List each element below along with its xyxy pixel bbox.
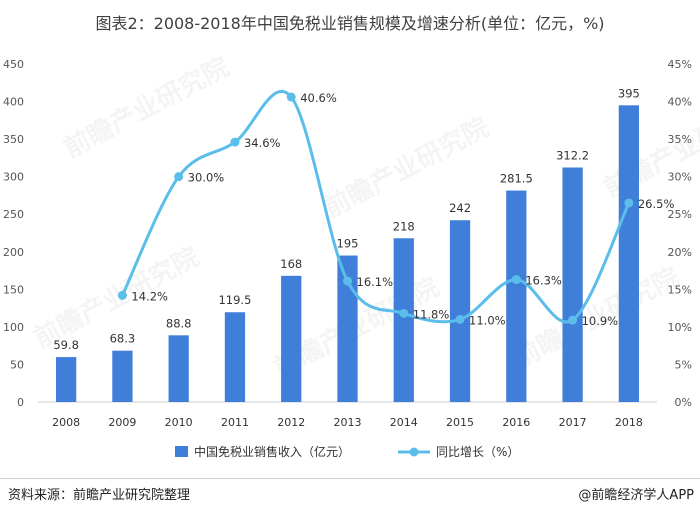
- bar: [393, 238, 414, 402]
- bar-value-label: 218: [393, 219, 415, 233]
- x-tick-label: 2016: [502, 416, 530, 429]
- x-tick-label: 2010: [165, 416, 193, 429]
- x-tick-label: 2014: [390, 416, 418, 429]
- x-tick-label: 2011: [221, 416, 249, 429]
- growth-point: [117, 290, 127, 300]
- watermark-text: 前瞻产业研究院: [59, 51, 234, 164]
- footer-divider: [0, 478, 700, 479]
- bar-value-label: 119.5: [218, 293, 251, 307]
- x-tick-label: 2009: [108, 416, 136, 429]
- bar: [562, 167, 583, 402]
- growth-value-label: 14.2%: [131, 289, 168, 303]
- x-tick-label: 2018: [615, 416, 643, 429]
- source-note: 资料来源：前瞻产业研究院整理: [8, 488, 191, 503]
- legend-swatch-bar: [175, 446, 188, 457]
- y-right-tick-label: 15%: [668, 283, 692, 296]
- bar: [112, 350, 133, 402]
- growth-point: [568, 315, 578, 325]
- chart-title: 图表2：2008-2018年中国免税业销售规模及增速分析(单位：亿元，%): [95, 14, 605, 33]
- bar: [224, 312, 246, 402]
- growth-value-label: 40.6%: [300, 91, 337, 105]
- growth-point: [174, 172, 184, 182]
- y-left-tick-label: 450: [3, 58, 24, 71]
- growth-value-label: 26.5%: [638, 197, 675, 211]
- x-tick-label: 2012: [277, 416, 305, 429]
- brand-text: @前瞻经济学人APP: [578, 488, 694, 503]
- bar: [168, 335, 189, 402]
- y-right-tick-label: 5%: [675, 358, 692, 371]
- y-right-tick-label: 20%: [668, 246, 692, 259]
- growth-line: [121, 89, 631, 324]
- y-right-tick-label: 0%: [675, 396, 692, 409]
- y-right-tick-label: 25%: [668, 208, 692, 221]
- y-left-tick-label: 150: [3, 283, 24, 296]
- legend-label-bar: 中国免税业销售收入（亿元）: [194, 444, 350, 459]
- growth-value-label: 16.1%: [357, 275, 394, 289]
- x-tick-label: 2008: [52, 416, 80, 429]
- growth-point: [399, 308, 409, 318]
- growth-point: [286, 92, 296, 102]
- y-left-tick-label: 400: [3, 96, 24, 109]
- growth-value-label: 34.6%: [244, 136, 281, 150]
- bar-value-label: 312.2: [556, 149, 589, 163]
- legend-marker-line: [409, 447, 419, 457]
- y-right-tick-label: 40%: [668, 96, 692, 109]
- y-right-tick-label: 45%: [668, 58, 692, 71]
- bar-value-label: 88.8: [166, 316, 192, 330]
- bar-value-label: 395: [618, 86, 640, 100]
- y-left-tick-label: 50: [10, 358, 24, 371]
- brand-credit: @前瞻经济学人APP: [578, 484, 694, 503]
- bar-value-label: 59.8: [53, 338, 79, 352]
- growth-value-label: 30.0%: [188, 171, 225, 185]
- growth-value-label: 11.0%: [469, 313, 506, 327]
- growth-point: [455, 314, 465, 324]
- y-left-tick-label: 350: [3, 133, 24, 146]
- legend-label-line: 同比增长（%）: [436, 445, 519, 459]
- growth-point: [624, 198, 634, 208]
- growth-value-label: 11.8%: [413, 307, 450, 321]
- bar-value-label: 168: [280, 257, 302, 271]
- x-tick-label: 2017: [559, 416, 587, 429]
- bar-value-label: 242: [449, 201, 471, 215]
- growth-value-label: 10.9%: [582, 314, 619, 328]
- bar: [618, 105, 639, 403]
- bar: [506, 190, 527, 402]
- bar: [56, 357, 77, 402]
- x-tick-label: 2015: [446, 416, 474, 429]
- y-left-tick-label: 100: [3, 321, 24, 334]
- bar-value-label: 281.5: [500, 172, 533, 186]
- y-left-tick-label: 300: [3, 171, 24, 184]
- growth-value-label: 16.3%: [525, 274, 562, 288]
- y-right-tick-label: 35%: [668, 133, 692, 146]
- y-left-tick-label: 0: [17, 396, 24, 409]
- bar-value-label: 195: [337, 237, 359, 251]
- y-right-tick-label: 30%: [668, 171, 692, 184]
- bar-value-label: 68.3: [110, 332, 136, 346]
- chart-canvas: 前瞻产业研究院前瞻产业研究院前瞻产业研究院前瞻产业研究院前瞻产业研究院前瞻产业研…: [3, 51, 700, 459]
- growth-point: [230, 137, 240, 147]
- growth-point: [511, 275, 521, 285]
- y-right-tick-label: 10%: [668, 321, 692, 334]
- x-tick-label: 2013: [334, 416, 362, 429]
- bar: [281, 275, 302, 402]
- bar: [449, 220, 471, 402]
- growth-point: [343, 276, 352, 286]
- y-left-tick-label: 250: [3, 208, 24, 221]
- y-left-tick-label: 200: [3, 246, 24, 259]
